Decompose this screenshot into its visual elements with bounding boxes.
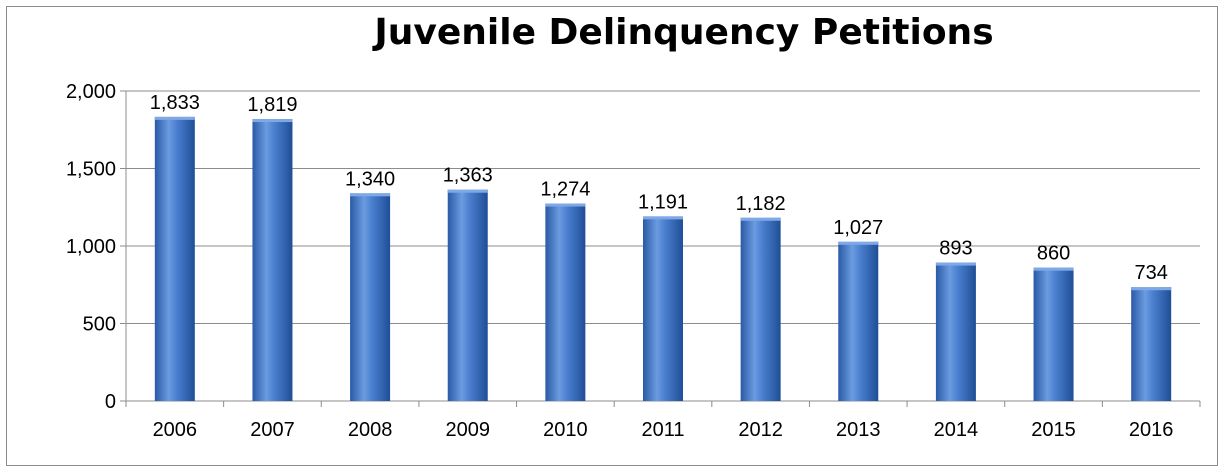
- bar-2015: [1033, 267, 1074, 401]
- x-tick-label-2007: 2007: [250, 419, 295, 441]
- bar-cap-2006: [154, 116, 195, 120]
- bar-2010: [545, 203, 586, 401]
- y-tick-label: 500: [83, 314, 116, 336]
- bar-2007: [252, 119, 293, 402]
- bar-2006: [154, 116, 195, 401]
- x-tick-label-2016: 2016: [1129, 419, 1174, 441]
- bar-cap-2007: [252, 119, 293, 123]
- data-labels: 1,833 1,819 1,340 1,363 1,274 1,191 1,182 1,027…: [150, 92, 1168, 284]
- x-tick-label-2012: 2012: [738, 419, 783, 441]
- x-tick-label-2006: 2006: [153, 419, 198, 441]
- bar-cap-2016: [1131, 287, 1172, 291]
- bar-2012: [740, 217, 781, 401]
- data-label-2013: 1,027: [833, 217, 883, 239]
- x-tick-label-2008: 2008: [348, 419, 393, 441]
- bar-cap-2014: [935, 262, 976, 266]
- x-tick-label-2010: 2010: [543, 419, 588, 441]
- y-tick-label: 2,000: [66, 81, 116, 103]
- data-label-2014: 893: [939, 238, 972, 260]
- bar-2013: [838, 241, 879, 401]
- x-tick-label-2013: 2013: [836, 419, 881, 441]
- bar-cap-2012: [740, 217, 781, 221]
- x-tick-label-2014: 2014: [934, 419, 979, 441]
- data-label-2009: 1,363: [443, 165, 493, 187]
- data-label-2010: 1,274: [540, 179, 590, 201]
- bar-2016: [1131, 287, 1172, 401]
- axes: 0 500 1,000 1,500 2,000 2006 2007 2008 2009 2010 2…: [66, 81, 1201, 441]
- bar-2008: [350, 193, 391, 401]
- chart-frame: [6, 6, 1218, 466]
- bar-cap-2011: [643, 216, 683, 220]
- x-tick-label-2015: 2015: [1031, 419, 1076, 441]
- x-tick-label-2011: 2011: [641, 419, 684, 441]
- data-label-2012: 1,182: [736, 193, 786, 215]
- bars: [154, 116, 1172, 402]
- bar-cap-2015: [1033, 267, 1074, 271]
- chart-title: Juvenile Delinquency Petitions: [374, 12, 994, 53]
- data-label-2011: 1,191: [638, 191, 688, 213]
- data-label-2008: 1,340: [345, 168, 395, 190]
- data-label-2006: 1,833: [150, 92, 200, 114]
- x-tick-label-2009: 2009: [445, 419, 490, 441]
- data-label-2016: 734: [1134, 262, 1167, 284]
- y-tick-label: 1,500: [66, 159, 116, 181]
- y-tick-label: 1,000: [66, 236, 116, 258]
- y-tick-label: 0: [105, 391, 116, 413]
- data-label-2007: 1,819: [247, 94, 297, 116]
- bar-cap-2009: [447, 189, 488, 193]
- bar-cap-2010: [545, 203, 586, 207]
- bar-cap-2013: [838, 241, 879, 245]
- bar-2009: [447, 189, 488, 401]
- bar-cap-2008: [350, 193, 391, 197]
- bar-2011: [643, 216, 683, 401]
- data-label-2015: 860: [1037, 243, 1070, 265]
- bar-2014: [935, 262, 976, 401]
